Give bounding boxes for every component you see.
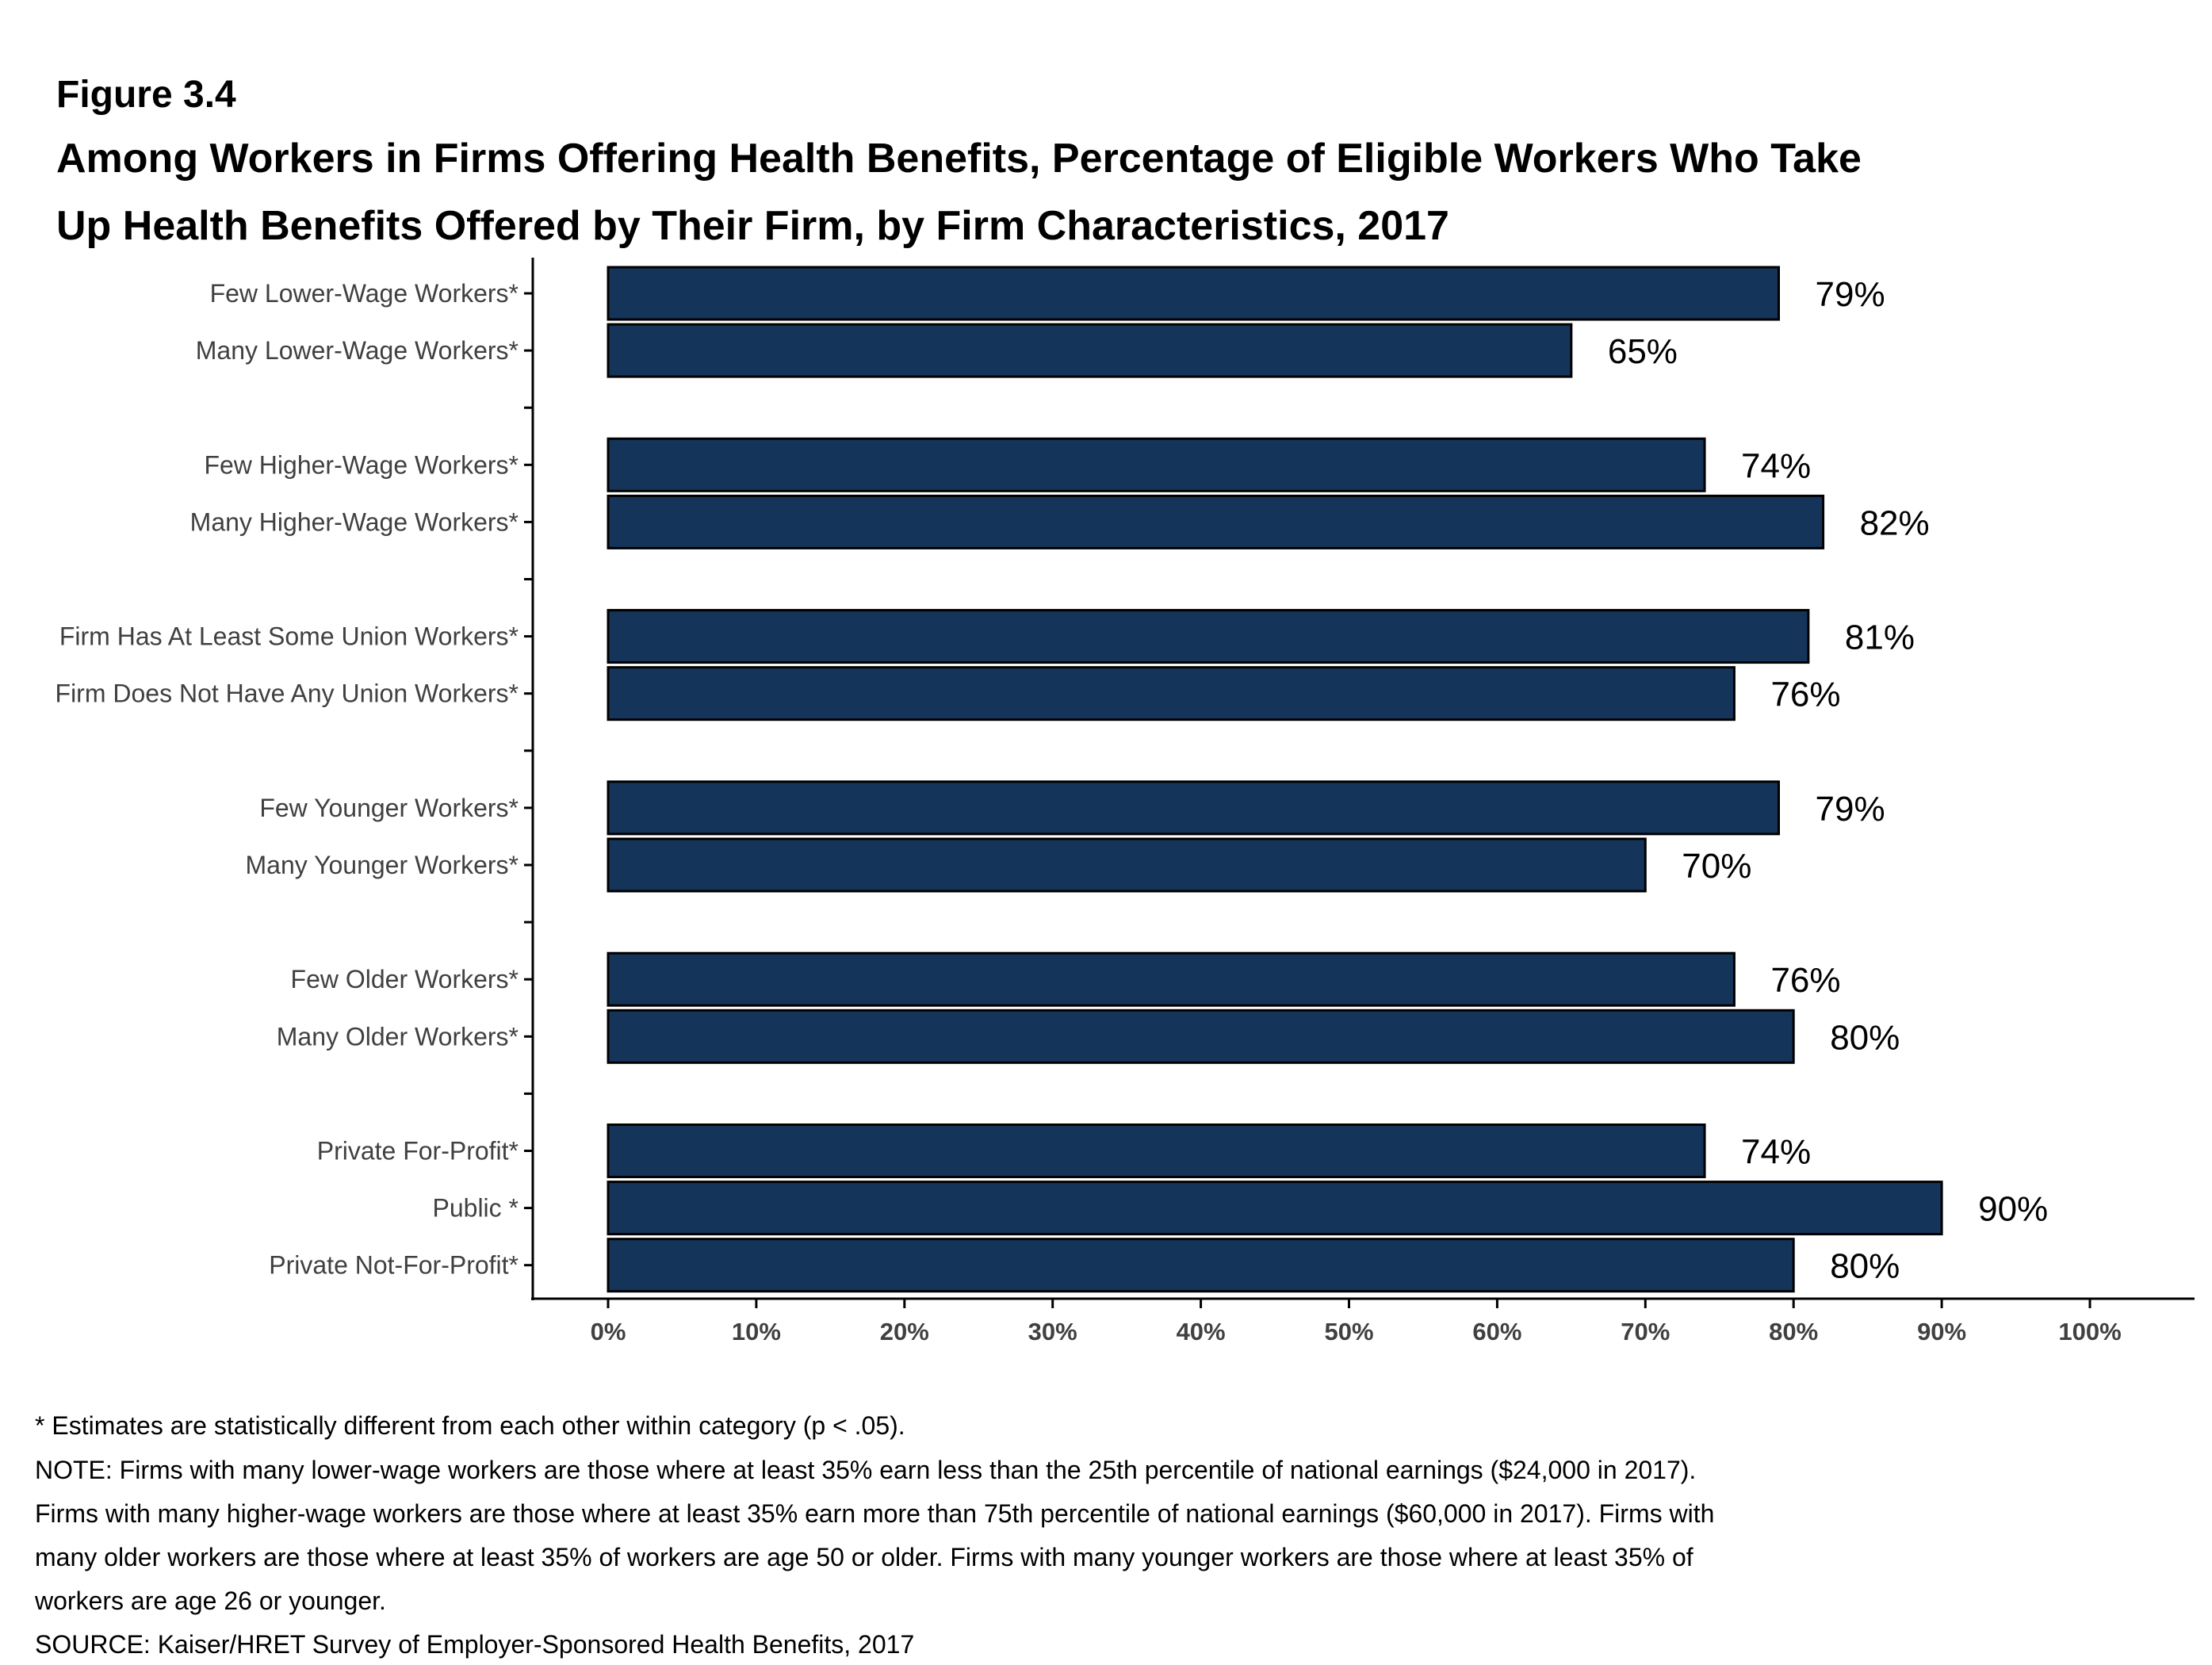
category-label: Few Lower-Wage Workers* [210,279,519,308]
figure-number: Figure 3.4 [56,74,236,116]
bar [607,1238,1795,1293]
value-label: 74% [1741,1133,1811,1172]
value-label: 76% [1770,961,1840,1000]
category-label: Many Older Workers* [277,1022,519,1051]
bar [607,780,1781,836]
category-label: Many Lower-Wage Workers* [196,336,519,365]
category-label: Many Younger Workers* [246,851,519,879]
x-tick-label: 60% [1472,1318,1521,1345]
category-label: Private For-Profit* [317,1137,519,1166]
category-label: Few Higher-Wage Workers* [204,450,519,479]
value-label: 79% [1816,275,1885,314]
bar [607,1123,1706,1178]
bars [607,266,1943,1293]
value-label: 90% [1978,1190,2048,1229]
category-label: Public * [433,1194,519,1223]
bar [607,837,1647,893]
bar [607,951,1736,1007]
value-label: 79% [1816,790,1885,829]
x-tick-label: 100% [2058,1318,2121,1345]
value-label: 65% [1608,332,1678,371]
x-tick-label: 40% [1177,1318,1226,1345]
x-tick-label: 30% [1028,1318,1077,1345]
bar [607,323,1573,378]
footnote-note-line-2: Firms with many higher-wage workers are … [35,1499,1714,1528]
value-label: 80% [1830,1018,1900,1057]
value-label: 70% [1682,847,1751,886]
value-label: 81% [1845,618,1915,657]
value-label: 76% [1770,676,1840,714]
plot-area: 79%65%74%82%81%76%79%70%76%80%74%90%80% … [55,258,2195,1345]
category-label: Few Younger Workers* [259,794,519,822]
x-tick-label: 0% [591,1318,626,1345]
category-label: Private Not-For-Profit* [269,1251,519,1280]
footnote-source: SOURCE: Kaiser/HRET Survey of Employer-S… [35,1630,914,1659]
title-line-1: Among Workers in Firms Offering Health B… [56,136,1862,182]
footnote-note-line-1: NOTE: Firms with many lower-wage workers… [35,1456,1696,1484]
bar [607,1009,1795,1064]
bar [607,266,1781,321]
y-axis-ticks [524,292,533,1267]
x-tick-label: 50% [1324,1318,1373,1345]
title-line-2: Up Health Benefits Offered by Their Firm… [56,203,1449,249]
category-label: Firm Does Not Have Any Union Workers* [55,679,519,708]
footnote-note-line-4: workers are age 26 or younger. [34,1587,386,1615]
category-labels: Few Lower-Wage Workers* Many Lower-Wage W… [55,279,519,1280]
x-tick-label: 10% [732,1318,781,1345]
footnote-note-line-3: many older workers are those where at le… [35,1543,1693,1571]
x-tick-label: 70% [1621,1318,1670,1345]
bar [607,609,1810,664]
bar [607,437,1706,492]
category-label: Few Older Workers* [291,965,519,993]
bar [607,494,1825,549]
footnote-significance: * Estimates are statistically different … [35,1411,905,1440]
x-axis-ticks: 0% 10% 20% 30% 40% 50% 60% 70% 80% 90% 100% [591,1299,2122,1345]
value-label: 80% [1830,1247,1900,1286]
footnotes: * Estimates are statistically different … [34,1411,1714,1659]
bar [607,666,1736,722]
bar [607,1181,1943,1236]
value-label: 74% [1741,446,1811,485]
value-labels: 79%65%74%82%81%76%79%70%76%80%74%90%80% [1608,275,2048,1286]
category-label: Many Higher-Wage Workers* [190,507,519,536]
value-label: 82% [1860,503,1930,542]
x-tick-label: 80% [1769,1318,1818,1345]
category-label: Firm Has At Least Some Union Workers* [59,622,519,651]
x-tick-label: 20% [880,1318,929,1345]
x-tick-label: 90% [1917,1318,1966,1345]
